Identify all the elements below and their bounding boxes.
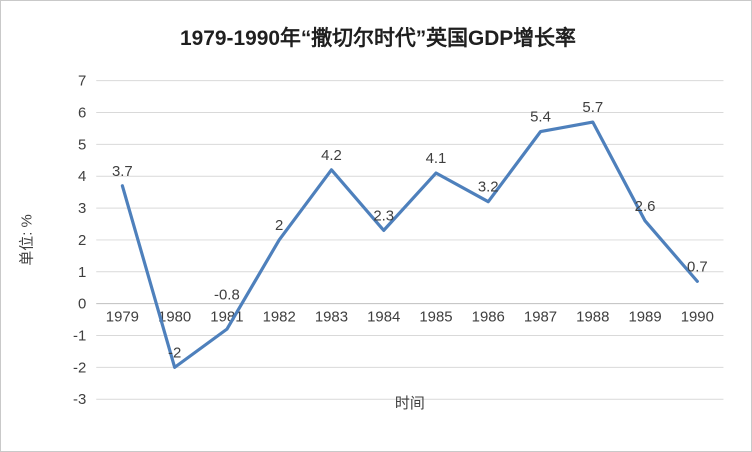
y-axis-tick-label: 4 — [78, 168, 86, 185]
y-axis-tick-label: -1 — [73, 327, 86, 344]
data-label: -2 — [168, 344, 181, 361]
y-axis-tick-label: 0 — [78, 296, 86, 313]
gdp-growth-line — [120, 120, 699, 369]
x-axis-tick-label: 1985 — [419, 309, 452, 326]
data-label: 0.7 — [687, 258, 708, 275]
x-axis-tick-label: 1988 — [576, 309, 609, 326]
gridlines-group — [96, 80, 724, 400]
data-label: 4.2 — [321, 147, 342, 164]
x-axis-tick-label: 1980 — [158, 309, 191, 326]
data-label: 3.7 — [112, 163, 133, 180]
data-label: 2.6 — [635, 198, 656, 215]
y-axis-tick-label: 5 — [78, 136, 86, 153]
x-axis-tick-labels-group: 1979 1980 1981 1982 1983 1984 1985 1986 1987 1988… — [106, 309, 714, 326]
x-axis-tick-label: 1983 — [315, 309, 348, 326]
y-axis-tick-label: 2 — [78, 232, 86, 249]
x-axis-title: 时间 — [395, 395, 425, 412]
x-axis-tick-label: 1982 — [263, 309, 296, 326]
y-axis-tick-label: 6 — [78, 104, 86, 121]
y-axis-tick-label: -3 — [73, 391, 86, 408]
y-axis-tick-label: 3 — [78, 200, 86, 217]
x-axis-tick-label: 1987 — [524, 309, 557, 326]
y-axis-tick-label: 1 — [78, 264, 86, 281]
data-label: 2 — [275, 217, 283, 234]
y-axis-tick-label: -2 — [73, 359, 86, 376]
data-label: 5.7 — [582, 99, 603, 116]
data-label: 5.4 — [530, 109, 551, 126]
x-axis-tick-label: 1989 — [628, 309, 661, 326]
x-axis-tick-label: 1984 — [367, 309, 400, 326]
chart-title: 1979-1990年“撒切尔时代”英国GDP增长率 — [180, 26, 576, 50]
data-label: 2.3 — [373, 207, 394, 224]
data-label: 4.1 — [426, 150, 447, 167]
data-labels-group: 3.7 -2 -0.8 2 4.2 2.3 4.1 3.2 5.4 5.7 2.6 0.7 — [112, 99, 708, 361]
x-axis-tick-label: 1990 — [681, 309, 714, 326]
y-axis-tick-labels-group: -3 -2 -1 0 1 2 3 4 5 6 7 — [73, 73, 86, 409]
line-series-group — [120, 120, 699, 369]
x-axis-tick-label: 1986 — [472, 309, 505, 326]
x-axis-tick-label: 1979 — [106, 309, 139, 326]
y-axis-title: 单位: % — [19, 214, 36, 265]
y-axis-tick-label: 7 — [78, 73, 86, 90]
data-label: -0.8 — [214, 287, 240, 304]
data-label: 3.2 — [478, 179, 499, 196]
